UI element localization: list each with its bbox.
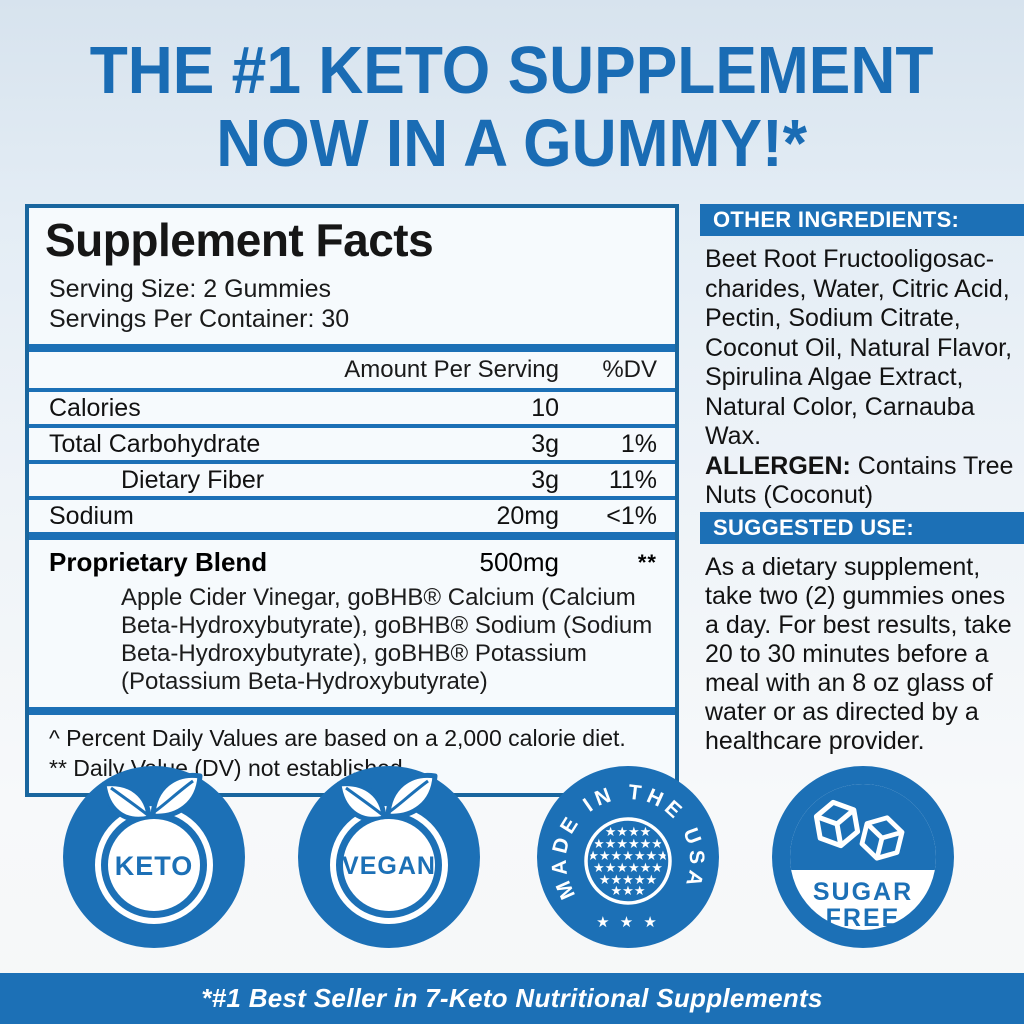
suggested-use-line: water or as directed by a: [705, 698, 979, 726]
nutrient-amount: 3g: [531, 429, 559, 458]
footer-bar: *#1 Best Seller in 7-Keto Nutritional Su…: [0, 973, 1024, 1024]
blend-dv: **: [637, 549, 657, 575]
ingredients-line: Spirulina Algae Extract,: [705, 363, 964, 391]
suggested-use-body: As a dietary supplement, take two (2) gu…: [700, 553, 1024, 756]
table-row-total-carbohydrate: Total Carbohydrate 3g 1%: [29, 424, 675, 460]
made-in-usa-badge-icon: ★★★★ ★★★★★★ ★★★★★★★ ★★★★★★ ★★★★★ ★★★ MAD…: [537, 766, 719, 948]
ingredients-line: Wax.: [705, 422, 762, 450]
blend-ingredients-line: Beta-Hydroxybutyrate), goBHB® Sodium (So…: [121, 612, 653, 639]
sugar-cubes-icon: [813, 799, 905, 861]
headline: THE #1 KETO SUPPLEMENT NOW IN A GUMMY!*: [0, 34, 1024, 180]
blend-ingredients-line: (Potassium Beta-Hydroxybutyrate): [121, 668, 488, 695]
keto-badge-label: KETO: [115, 851, 194, 881]
headline-line2: NOW IN A GUMMY!*: [216, 106, 808, 181]
table-row-sodium: Sodium 20mg <1%: [29, 496, 675, 532]
allergen-line2: Nuts (Coconut): [705, 481, 874, 509]
svg-text:★★★★★★: ★★★★★★: [593, 836, 663, 851]
blend-name: Proprietary Blend: [49, 547, 268, 577]
allergen-text: Contains Tree: [857, 451, 1014, 480]
nutrient-name: Total Carbohydrate: [49, 429, 261, 458]
nutrient-dv: 1%: [620, 429, 657, 458]
other-ingredients-heading: OTHER INGREDIENTS:: [700, 204, 1024, 236]
suggested-use-section: SUGGESTED USE: As a dietary supplement, …: [700, 512, 1024, 756]
supplement-facts-title: Supplement Facts: [45, 214, 434, 266]
leaf-icon: [101, 772, 203, 822]
svg-text:★★★★★: ★★★★★: [599, 872, 657, 887]
suggested-use-line: As a dietary supplement,: [705, 553, 981, 581]
headline-line1: THE #1 KETO SUPPLEMENT: [90, 33, 934, 108]
three-stars-icon: ★ ★ ★: [596, 914, 660, 931]
sugar-free-label-line1: SUGAR: [813, 878, 913, 906]
nutrient-name: Dietary Fiber: [121, 465, 265, 494]
servings-per-container: Servings Per Container: 30: [49, 305, 350, 333]
ingredients-line: Pectin, Sodium Citrate,: [705, 304, 961, 332]
allergen-line: ALLERGEN: Contains Tree: [705, 452, 1024, 482]
table-row-calories: Calories 10: [29, 388, 675, 424]
suggested-use-heading: SUGGESTED USE:: [700, 512, 1024, 544]
vegan-badge-label: VEGAN: [342, 852, 436, 880]
suggested-use-line: a day. For best results, take: [705, 611, 1012, 639]
footnote-daily-values: ^ Percent Daily Values are based on a 2,…: [49, 725, 626, 751]
svg-text:★★★★: ★★★★: [605, 824, 652, 839]
ingredients-line: Beet Root Fructooligosac-: [705, 245, 995, 273]
stars-pattern-icon: ★★★★ ★★★★★★ ★★★★★★★ ★★★★★★ ★★★★★ ★★★: [587, 824, 669, 898]
nutrient-amount: 3g: [531, 465, 559, 494]
ingredients-line: Natural Color, Carnauba: [705, 392, 975, 421]
blend-ingredients-line: Beta-Hydroxybutyrate), goBHB® Potassium: [121, 640, 587, 667]
nutrient-dv: 11%: [608, 465, 657, 494]
other-ingredients-body: Beet Root Fructooligosac- charides, Wate…: [700, 245, 1024, 511]
col-amount-header: Amount Per Serving: [344, 356, 559, 383]
nutrient-amount: 10: [531, 393, 559, 422]
divider-thick: [29, 344, 675, 352]
serving-size: Serving Size: 2 Gummies: [49, 275, 332, 303]
keto-badge-icon: KETO: [63, 766, 245, 948]
nutrient-amount: 20mg: [496, 501, 559, 530]
table-row-dietary-fiber: Dietary Fiber 3g 11%: [29, 460, 675, 496]
col-dv-header: %DV: [602, 356, 657, 383]
nutrient-dv: <1%: [606, 501, 657, 530]
blend-ingredients: Apple Cider Vinegar, goBHB® Calcium (Cal…: [121, 584, 655, 696]
nutrient-name: Sodium: [49, 501, 134, 530]
blend-amount: 500mg: [479, 547, 560, 577]
supplement-facts-panel: Supplement Facts Serving Size: 2 Gummies…: [25, 204, 679, 797]
leaf-icon: [336, 772, 438, 822]
sugar-free-label-line2: FREE: [826, 904, 901, 932]
svg-text:★★★: ★★★: [611, 883, 646, 898]
proprietary-blend-section: Proprietary Blend 500mg ** Apple Cider V…: [29, 532, 675, 707]
footer-text: *#1 Best Seller in 7-Keto Nutritional Su…: [201, 983, 823, 1013]
blend-header-row: Proprietary Blend 500mg **: [29, 547, 675, 578]
suggested-use-line: take two (2) gummies ones: [705, 582, 1006, 610]
allergen-label: ALLERGEN:: [705, 451, 851, 480]
facts-header-row: Amount Per Serving %DV: [29, 352, 675, 388]
ingredients-line: charides, Water, Citric Acid,: [705, 274, 1010, 303]
ingredients-line: Coconut Oil, Natural Flavor,: [705, 333, 1013, 362]
svg-text:★★★★★★★: ★★★★★★★: [587, 848, 669, 863]
blend-ingredients-line: Apple Cider Vinegar, goBHB® Calcium (Cal…: [121, 584, 636, 611]
other-ingredients-section: OTHER INGREDIENTS: Beet Root Fructooligo…: [700, 204, 1024, 511]
suggested-use-line: 20 to 30 minutes before a: [705, 640, 989, 668]
suggested-use-line: meal with an 8 oz glass of: [705, 669, 993, 697]
suggested-use-line: healthcare provider.: [705, 727, 925, 755]
vegan-badge-icon: VEGAN: [298, 766, 480, 948]
sugar-free-badge-icon: SUGAR FREE: [772, 766, 954, 948]
svg-text:★★★★★★: ★★★★★★: [593, 860, 663, 875]
nutrient-name: Calories: [49, 393, 141, 422]
